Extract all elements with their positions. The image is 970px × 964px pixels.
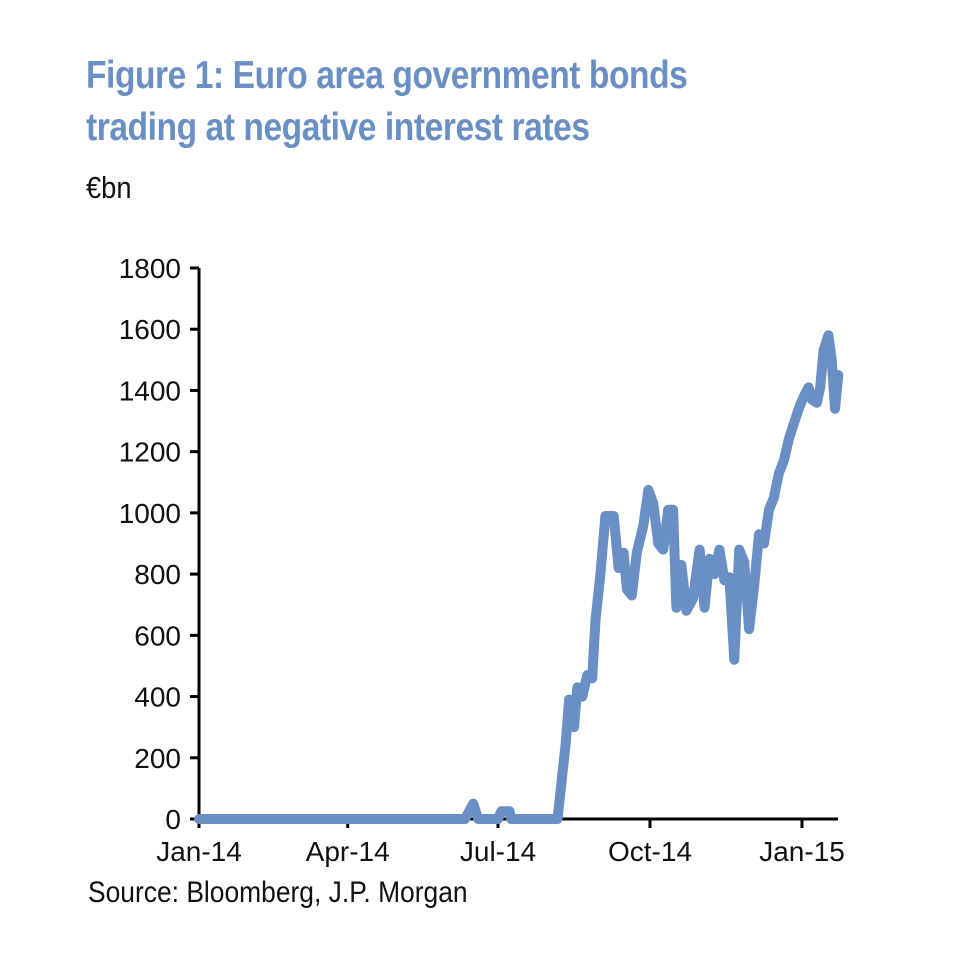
source-note: Source: Bloomberg, J.P. Morgan xyxy=(88,876,468,909)
x-tick-label: Jan-15 xyxy=(759,836,845,867)
y-tick-label: 800 xyxy=(134,559,181,590)
series-line xyxy=(194,330,844,824)
chart-title-line-1: Figure 1: Euro area government bonds xyxy=(86,54,688,97)
y-tick-label: 1600 xyxy=(119,314,181,345)
chart-title-line-2: trading at negative interest rates xyxy=(86,106,590,149)
y-tick-label: 600 xyxy=(134,620,181,651)
tick-labels: 0 200 400 600 800 1000 1200 1400 1600 1800 Jan-14 A… xyxy=(119,253,845,867)
y-tick-label: 1800 xyxy=(119,253,181,284)
x-tick-label: Jan-14 xyxy=(156,836,242,867)
x-tick-label: Apr-14 xyxy=(306,836,390,867)
y-tick-label: 400 xyxy=(134,682,181,713)
series-group xyxy=(194,330,844,824)
y-tick-label: 1400 xyxy=(119,375,181,406)
chart-title: Figure 1: Euro area government bonds tra… xyxy=(86,50,791,154)
y-unit-label: €bn xyxy=(86,170,132,205)
y-tick-label: 1000 xyxy=(119,498,181,529)
x-tick-label: Oct-14 xyxy=(608,836,692,867)
x-tick-label: Jul-14 xyxy=(460,836,536,867)
y-tick-label: 1200 xyxy=(119,437,181,468)
y-tick-label: 200 xyxy=(134,743,181,774)
y-tick-label: 0 xyxy=(165,804,181,835)
